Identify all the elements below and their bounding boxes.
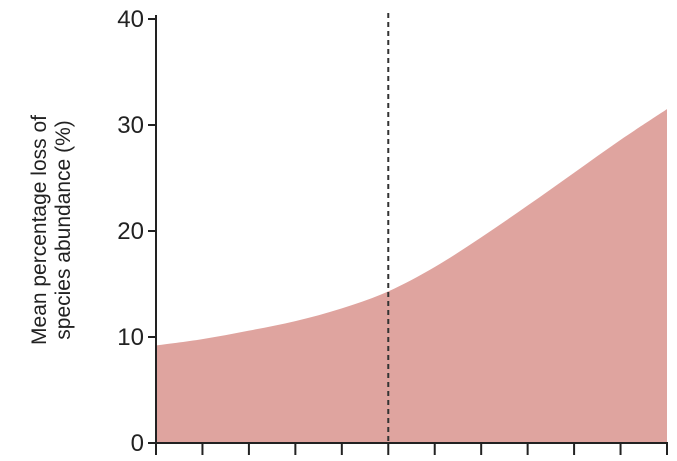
y-tick-label: 30 bbox=[117, 112, 144, 139]
area-series bbox=[156, 109, 667, 443]
area-layer bbox=[156, 109, 667, 443]
y-tick-label: 40 bbox=[117, 6, 144, 33]
y-tick-label: 0 bbox=[131, 430, 144, 457]
axis-layer: 0 10 20 30 40 bbox=[117, 6, 668, 457]
y-tick-label: 20 bbox=[117, 218, 144, 245]
y-tick-label: 10 bbox=[117, 324, 144, 351]
y-axis-title-line-1: Mean percentage loss of bbox=[28, 115, 51, 345]
y-axis-title-line-2: species abundance (%) bbox=[52, 120, 75, 339]
